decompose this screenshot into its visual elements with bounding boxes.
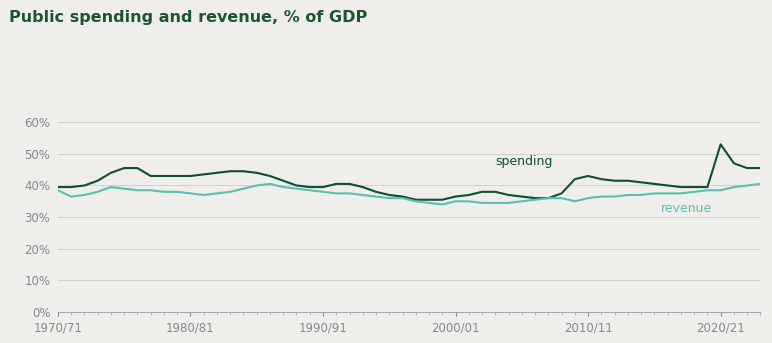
Text: spending: spending <box>496 155 553 168</box>
Text: Public spending and revenue, % of GDP: Public spending and revenue, % of GDP <box>9 10 367 25</box>
Text: revenue: revenue <box>661 202 713 215</box>
